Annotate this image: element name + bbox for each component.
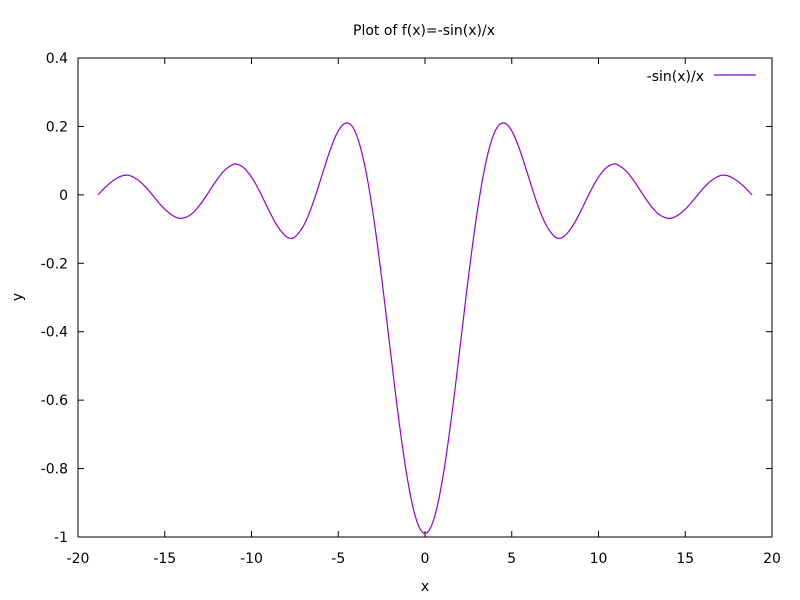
y-tick-label: 0.2 — [46, 119, 68, 135]
plot-frame — [77, 57, 773, 538]
x-tick-label: -20 — [67, 551, 90, 567]
y-tick-label: -0.6 — [41, 393, 68, 409]
series-line — [97, 122, 753, 535]
y-tick-label: -0.4 — [41, 325, 68, 341]
x-tick-label: 10 — [590, 551, 608, 567]
x-tick-label: 15 — [676, 551, 694, 567]
y-tick-label: -0.2 — [41, 256, 68, 272]
y-axis-label: y — [10, 293, 26, 301]
chart-title: Plot of f(x)=-sin(x)/x — [353, 23, 495, 39]
legend-label: -sin(x)/x — [647, 69, 704, 85]
axis-ticks — [77, 57, 773, 538]
x-tick-label: 0 — [421, 551, 430, 567]
y-tick-label: -1 — [54, 530, 68, 546]
x-tick-label: 20 — [763, 551, 781, 567]
y-tick-label: 0 — [59, 188, 68, 204]
x-axis-label: x — [421, 579, 429, 595]
axis-tick-labels: -20 -15 -10 -5 0 5 10 15 20 -1 -0.8 -0.6 -0.4 -0.2 0 0.… — [41, 51, 781, 567]
x-tick-label: -15 — [153, 551, 176, 567]
x-tick-label: -10 — [240, 551, 263, 567]
x-tick-label: -5 — [331, 551, 345, 567]
y-tick-label: -0.8 — [41, 462, 68, 478]
x-tick-label: 5 — [507, 551, 516, 567]
y-tick-label: 0.4 — [46, 51, 68, 67]
legend: -sin(x)/x — [647, 69, 756, 85]
